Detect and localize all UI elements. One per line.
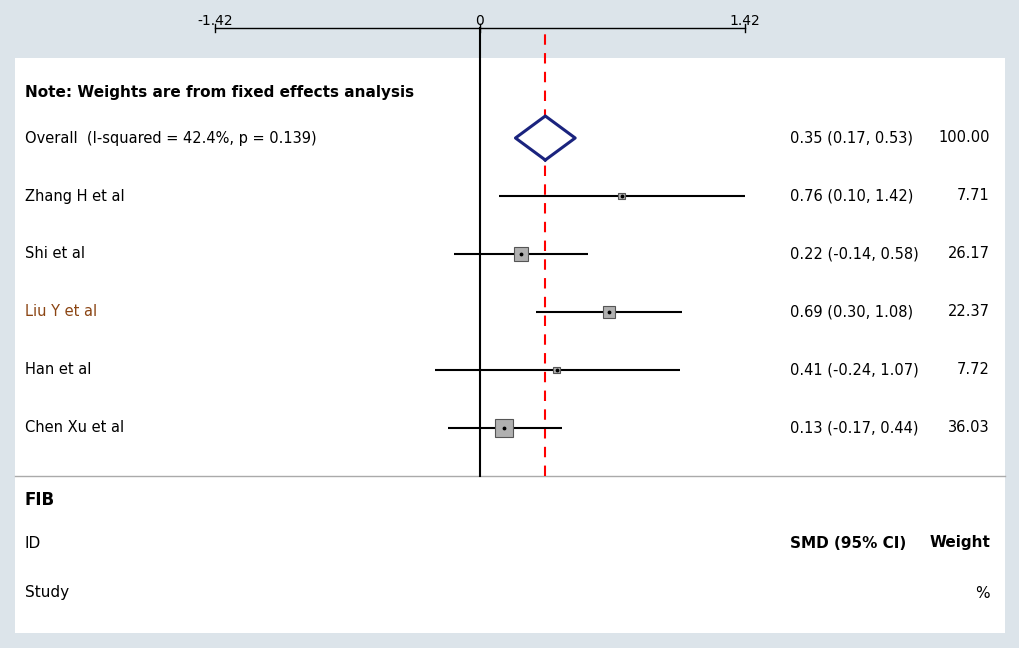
Text: 0.13 (-0.17, 0.44): 0.13 (-0.17, 0.44)	[790, 421, 917, 435]
Bar	[495, 419, 513, 437]
Text: 7.71: 7.71	[956, 189, 989, 203]
Text: SMD (95% CI): SMD (95% CI)	[790, 535, 905, 551]
Text: 1.42: 1.42	[729, 14, 759, 28]
Text: Han et al: Han et al	[25, 362, 92, 378]
Text: 22.37: 22.37	[947, 305, 989, 319]
Text: Liu Y et al: Liu Y et al	[25, 305, 97, 319]
Text: 36.03: 36.03	[948, 421, 989, 435]
Text: Zhang H et al: Zhang H et al	[25, 189, 124, 203]
Text: 0: 0	[475, 14, 484, 28]
Bar	[618, 192, 625, 200]
Bar	[15, 58, 1004, 633]
Text: 0.69 (0.30, 1.08): 0.69 (0.30, 1.08)	[790, 305, 912, 319]
Text: 0.35 (0.17, 0.53): 0.35 (0.17, 0.53)	[790, 130, 912, 146]
Text: 0.22 (-0.14, 0.58): 0.22 (-0.14, 0.58)	[790, 246, 918, 262]
Text: 0.76 (0.10, 1.42): 0.76 (0.10, 1.42)	[790, 189, 912, 203]
Text: %: %	[974, 586, 989, 601]
Text: Weight: Weight	[928, 535, 989, 551]
Text: 100.00: 100.00	[937, 130, 989, 146]
Text: Chen Xu et al: Chen Xu et al	[25, 421, 124, 435]
Text: ID: ID	[25, 535, 41, 551]
Bar	[514, 247, 528, 261]
Text: Shi et al: Shi et al	[25, 246, 85, 262]
Bar	[15, 13, 1004, 58]
Text: 26.17: 26.17	[947, 246, 989, 262]
Bar	[552, 367, 559, 373]
Text: FIB: FIB	[25, 491, 55, 509]
Text: 0.41 (-0.24, 1.07): 0.41 (-0.24, 1.07)	[790, 362, 918, 378]
Polygon shape	[515, 116, 575, 160]
Text: Overall  (I-squared = 42.4%, p = 0.139): Overall (I-squared = 42.4%, p = 0.139)	[25, 130, 316, 146]
Text: 7.72: 7.72	[956, 362, 989, 378]
Text: -1.42: -1.42	[197, 14, 232, 28]
Text: Note: Weights are from fixed effects analysis: Note: Weights are from fixed effects ana…	[25, 86, 414, 100]
Text: Study: Study	[25, 586, 69, 601]
Bar	[602, 306, 614, 318]
